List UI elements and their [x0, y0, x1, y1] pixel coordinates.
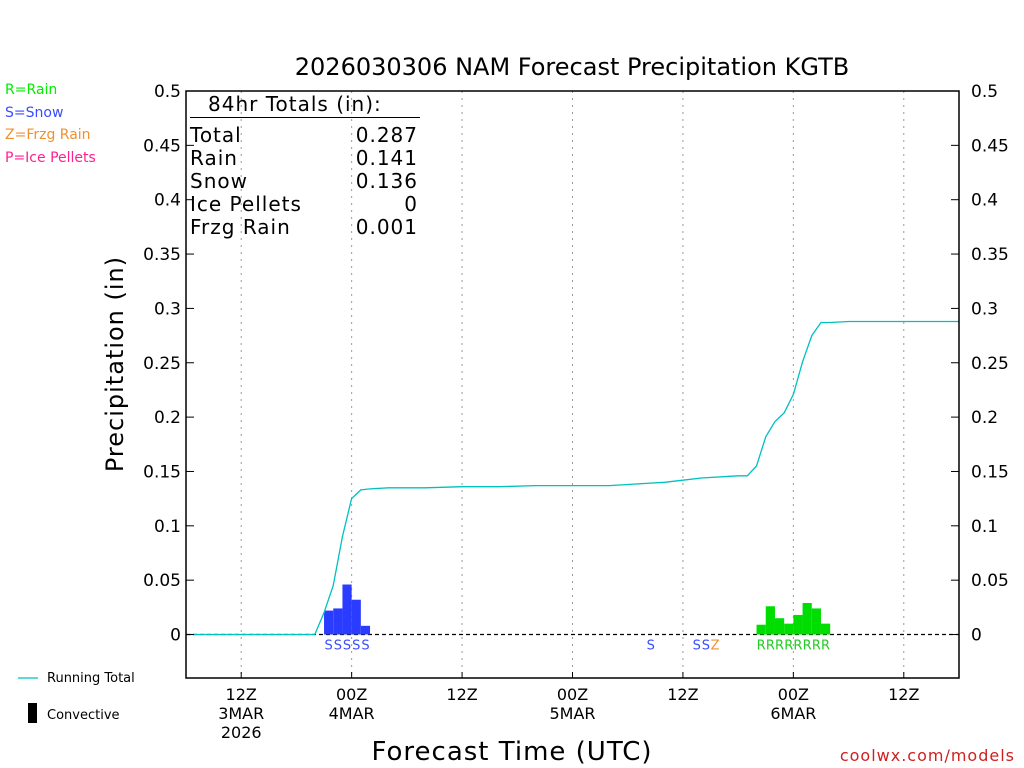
type-code-label: R: [821, 639, 830, 654]
totals-value: 0.001: [355, 215, 418, 239]
type-code-label: S: [361, 639, 369, 654]
type-code-label: Z: [711, 639, 720, 654]
convective-legend-swatch: [28, 703, 37, 723]
totals-label: Total: [190, 123, 242, 147]
x-tick-label: 00Z: [557, 685, 588, 704]
y-tick-label: 0.3: [154, 299, 181, 319]
precip-bar-snow: [351, 599, 361, 635]
totals-value: 0: [404, 192, 418, 216]
running-total-line: [186, 320, 959, 636]
totals-header: 84hr Totals (in):: [208, 92, 382, 116]
totals-header-underline: [190, 117, 420, 118]
totals-row-rain: Rain 0.141: [190, 146, 418, 170]
y-axis-ticks: 0 0 0.05 0.05 0.1 0.1 0.15 0.15 0.2 0.2 0.25 0.25 0.…: [143, 82, 1009, 646]
type-code-label: S: [352, 639, 360, 654]
type-code-label: S: [647, 639, 655, 654]
y-tick-label-right: 0.2: [971, 408, 998, 428]
y-tick-label: 0.45: [143, 136, 181, 156]
x-tick-label: 2026: [221, 723, 262, 742]
y-axis-label: Precipitation (in): [101, 256, 129, 472]
precip-bar-rain: [811, 608, 821, 635]
y-tick-label: 0.2: [154, 408, 181, 428]
x-tick-label: 12Z: [226, 685, 257, 704]
x-tick-label: 00Z: [336, 685, 367, 704]
totals-label: Snow: [190, 169, 248, 193]
type-code-label: R: [775, 639, 784, 654]
precip-bar-rain: [784, 623, 794, 635]
type-code-label: S: [334, 639, 342, 654]
totals-label: Frzg Rain: [190, 215, 291, 239]
y-tick-label-right: 0.45: [971, 136, 1009, 156]
x-axis-label: Forecast Time (UTC): [371, 737, 652, 767]
totals-label: Rain: [190, 146, 238, 170]
y-tick-label: 0.35: [143, 245, 181, 265]
totals-row-total: Total 0.287: [190, 123, 418, 147]
precip-bar-rain: [765, 606, 775, 635]
type-code-label: S: [325, 639, 333, 654]
totals-row-frzg-rain: Frzg Rain 0.001: [190, 215, 418, 239]
precip-bars: [324, 584, 831, 635]
type-code-label: S: [343, 639, 351, 654]
y-tick-label: 0.15: [143, 462, 181, 482]
type-code-label: S: [693, 639, 701, 654]
totals-value: 0.136: [355, 169, 418, 193]
y-tick-label-right: 0.5: [971, 82, 998, 102]
x-tick-label: 4MAR: [329, 704, 375, 723]
type-code-label: R: [793, 639, 802, 654]
type-code-label: R: [766, 639, 775, 654]
y-tick-label-right: 0: [971, 626, 982, 646]
chart-title: 2026030306 NAM Forecast Precipitation KG…: [295, 53, 849, 81]
y-tick-label: 0.25: [143, 354, 181, 374]
y-tick-label: 0.4: [154, 191, 181, 211]
y-tick-label-right: 0.15: [971, 462, 1009, 482]
precip-bar-rain: [802, 602, 812, 635]
y-tick-label-right: 0.4: [971, 191, 998, 211]
x-tick-label: 3MAR: [218, 704, 264, 723]
convective-legend-label: Convective: [47, 708, 120, 723]
x-tick-label: 12Z: [667, 685, 698, 704]
totals-row-snow: Snow 0.136: [190, 169, 418, 193]
precip-bar-snow: [324, 610, 334, 635]
x-tick-label: 00Z: [778, 685, 809, 704]
totals-value: 0.141: [355, 146, 418, 170]
type-legend-snow: S=Snow: [5, 105, 64, 121]
type-code-label: R: [803, 639, 812, 654]
precip-bar-rain: [774, 618, 785, 635]
y-tick-label-right: 0.35: [971, 245, 1009, 265]
precip-bar-snow: [360, 625, 371, 635]
totals-label: Ice Pellets: [190, 192, 302, 216]
credit-text: coolwx.com/models: [840, 746, 1015, 765]
x-tick-label: 5MAR: [549, 704, 595, 723]
y-tick-label: 0.5: [154, 82, 181, 102]
type-legend-rain: R=Rain: [5, 82, 58, 98]
y-tick-label: 0.05: [143, 571, 181, 591]
type-legend-frzg-rain: Z=Frzg Rain: [5, 127, 91, 143]
type-legend-ice-pellets: P=Ice Pellets: [5, 150, 96, 166]
type-code-label: R: [757, 639, 766, 654]
y-tick-label: 0.1: [154, 517, 181, 537]
y-tick-label-right: 0.25: [971, 354, 1009, 374]
type-code-label: R: [812, 639, 821, 654]
x-tick-label: 12Z: [446, 685, 477, 704]
precip-bar-rain: [793, 614, 803, 635]
totals-row-ice-pellets: Ice Pellets 0: [190, 192, 418, 216]
y-tick-label-right: 0.05: [971, 571, 1009, 591]
precip-bar-rain: [756, 624, 766, 635]
x-tick-label: 6MAR: [770, 704, 816, 723]
totals-value: 0.287: [355, 123, 418, 147]
running-total-legend-label: Running Total: [47, 671, 135, 686]
x-tick-label: 12Z: [888, 685, 919, 704]
type-code-label: S: [702, 639, 710, 654]
precip-bar-snow: [333, 608, 343, 635]
y-tick-label: 0: [170, 626, 181, 646]
precip-bar-rain: [820, 623, 831, 635]
y-tick-label-right: 0.1: [971, 517, 998, 537]
y-tick-label-right: 0.3: [971, 299, 998, 319]
type-code-label: R: [784, 639, 793, 654]
precip-bar-snow: [342, 584, 352, 635]
